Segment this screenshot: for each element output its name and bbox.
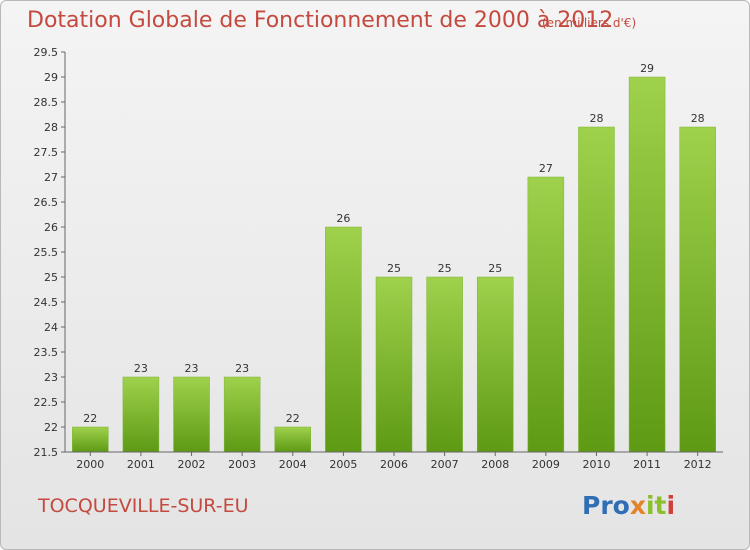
- y-tick-label: 21.5: [34, 446, 59, 459]
- x-tick-label: 2012: [684, 458, 712, 471]
- y-tick-label: 27.5: [34, 146, 59, 159]
- bars-group: 22 23 23 23 22 26 25 25 25 27 28 29 28: [72, 62, 716, 453]
- bar-value-label: 25: [438, 262, 452, 275]
- y-tick-label: 29: [44, 71, 58, 84]
- unit-label: (en milliers d'€): [542, 16, 637, 30]
- bar-value-label: 28: [691, 112, 705, 125]
- x-tick-label: 2010: [582, 458, 610, 471]
- bar: [476, 276, 514, 453]
- proxiti-logo[interactable]: Proxiti: [582, 491, 676, 520]
- bar: [375, 276, 413, 453]
- y-tick-label: 27: [44, 171, 58, 184]
- x-tick-label: 2005: [329, 458, 357, 471]
- chart-title: Dotation Globale de Fonctionnement de 20…: [27, 8, 614, 33]
- x-tick-label: 2008: [481, 458, 509, 471]
- y-tick-label: 23.5: [34, 346, 59, 359]
- y-tick-label: 24.5: [34, 296, 59, 309]
- x-tick-label: 2003: [228, 458, 256, 471]
- bar: [578, 126, 615, 453]
- x-tick-label: 2011: [633, 458, 661, 471]
- bar-value-label: 28: [589, 112, 603, 125]
- bar: [628, 76, 666, 453]
- bar-value-label: 29: [640, 62, 654, 75]
- bar-value-label: 23: [185, 362, 199, 375]
- bar: [679, 126, 716, 453]
- y-tick-label: 22.5: [34, 396, 59, 409]
- bar: [527, 176, 565, 453]
- bar-value-label: 25: [387, 262, 401, 275]
- bar-value-label: 23: [235, 362, 249, 375]
- x-tick-label: 2007: [431, 458, 459, 471]
- y-tick-label: 26: [44, 221, 58, 234]
- y-tick-label: 29.5: [34, 46, 59, 59]
- x-axis: 2000 2001 2002 2003 2004 2005 2006 2007 2008 2009…: [65, 451, 723, 471]
- bar-value-label: 26: [336, 212, 350, 225]
- y-tick-label: 22: [44, 421, 58, 434]
- x-tick-label: 2006: [380, 458, 408, 471]
- x-tick-label: 2001: [127, 458, 155, 471]
- y-axis: 21.5 22 22.5 23 23.5 24 24.5 25 25.5 26 26.5 27 27.5…: [34, 46, 66, 459]
- y-tick-label: 23: [44, 371, 58, 384]
- bar: [122, 376, 160, 453]
- bar: [325, 226, 362, 453]
- y-tick-label: 28: [44, 121, 58, 134]
- bar: [173, 376, 210, 453]
- bar-value-label: 22: [83, 412, 97, 425]
- bar-value-label: 22: [286, 412, 300, 425]
- bar: [274, 426, 312, 453]
- y-tick-label: 26.5: [34, 196, 59, 209]
- bar-value-label: 27: [539, 162, 553, 175]
- y-tick-label: 25.5: [34, 246, 59, 259]
- y-tick-label: 24: [44, 321, 58, 334]
- bar-value-label: 25: [488, 262, 502, 275]
- commune-name: TOCQUEVILLE-SUR-EU: [38, 495, 249, 517]
- x-tick-label: 2002: [178, 458, 206, 471]
- bar: [223, 376, 261, 453]
- bar: [426, 276, 463, 453]
- y-tick-label: 25: [44, 271, 58, 284]
- x-tick-label: 2009: [532, 458, 560, 471]
- x-tick-label: 2000: [76, 458, 104, 471]
- bar-value-label: 23: [134, 362, 148, 375]
- x-tick-label: 2004: [279, 458, 307, 471]
- y-tick-label: 28.5: [34, 96, 59, 109]
- bar: [72, 426, 109, 453]
